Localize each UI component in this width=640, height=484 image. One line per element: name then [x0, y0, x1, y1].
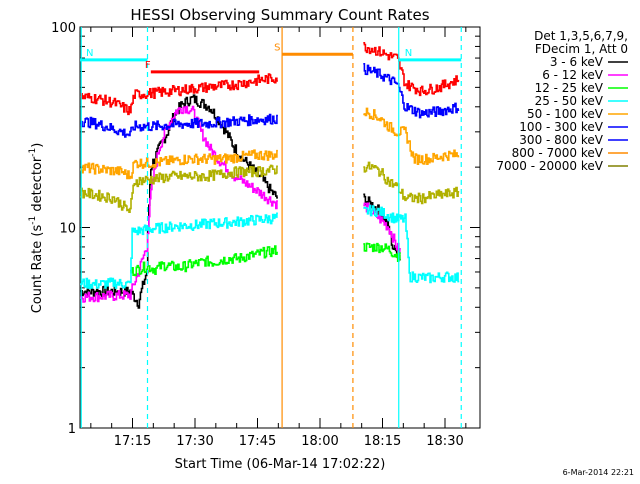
series-line-4-seg-1 [363, 107, 460, 165]
series-line-3-seg-1 [363, 204, 460, 284]
x-tick-label: 18:00 [301, 434, 338, 449]
series-line-4-seg-0 [80, 149, 278, 180]
series-line-3-seg-0 [80, 212, 278, 290]
series-line-1-seg-0 [80, 105, 278, 303]
legend-label-3: 25 - 50 keV [535, 94, 604, 108]
x-tick-label: 18:30 [426, 434, 463, 449]
series-line-5-seg-0 [80, 113, 278, 138]
state-bar-label-1: N [405, 48, 412, 59]
y-tick-label: 10 [59, 222, 76, 237]
series-line-6-seg-1 [363, 42, 460, 97]
series-line-5-seg-1 [363, 63, 460, 119]
legend-label-8: 7000 - 20000 keV [496, 159, 603, 173]
x-tick-label: 17:45 [239, 434, 276, 449]
y-axis-label-sup2: -1 [28, 148, 38, 157]
x-tick-label: 18:15 [364, 434, 401, 449]
plot-area: 1 10 100 17:15 17:30 17:45 18:00 18:15 18:30 N N F S [51, 21, 481, 449]
y-axis-label-main: Count Rate (s [30, 225, 45, 314]
state-bar-label-3: S [274, 42, 280, 53]
legend-label-5: 100 - 300 keV [519, 120, 603, 134]
legend-header-line-1: Det 1,3,5,6,7,9, [534, 29, 628, 43]
legend-label-6: 300 - 800 keV [519, 133, 603, 147]
series-line-2-seg-1 [363, 242, 401, 262]
x-tick-label: 17:30 [176, 434, 213, 449]
y-axis-label-end: ) [30, 143, 45, 148]
x-axis-label: Start Time (06-Mar-14 17:02:22) [175, 457, 386, 472]
series-line-2-seg-0 [130, 245, 278, 277]
series-line-7-seg-0 [80, 164, 278, 213]
legend-label-1: 6 - 12 keV [542, 68, 604, 82]
series-line-7-seg-1 [363, 161, 460, 205]
x-tick-label: 17:15 [114, 434, 151, 449]
y-axis-label-mid: detector [30, 156, 45, 216]
state-bar-label-2: F [145, 60, 151, 71]
legend-label-0: 3 - 6 keV [550, 55, 604, 69]
state-bar-label-0: N [86, 48, 93, 59]
timestamp-label: 6-Mar-2014 22:21 [563, 468, 634, 477]
y-tick-label: 1 [68, 422, 76, 437]
y-axis-label: Count Rate (s-1 detector-1) [28, 143, 45, 314]
y-axis-label-sup1: -1 [28, 216, 38, 225]
legend-label-4: 50 - 100 keV [527, 107, 604, 121]
legend-label-2: 12 - 25 keV [535, 81, 604, 95]
y-tick-label: 100 [51, 21, 76, 36]
legend: Det 1,3,5,6,7,9, FDecim 1, Att 0 3 - 6 k… [496, 29, 628, 173]
legend-header-line-2: FDecim 1, Att 0 [535, 42, 628, 56]
chart-title: HESSI Observing Summary Count Rates [130, 6, 429, 24]
series-line-6-seg-0 [80, 73, 278, 116]
legend-label-7: 800 - 7000 keV [512, 146, 604, 160]
